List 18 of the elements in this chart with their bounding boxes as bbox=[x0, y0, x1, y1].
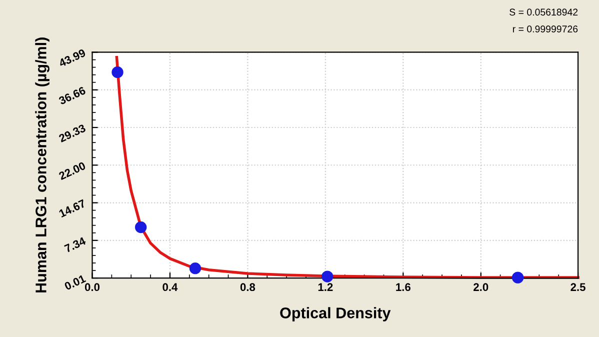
y-tick-label: 22.00 bbox=[58, 162, 86, 180]
x-tick-label: 2.5 bbox=[570, 283, 586, 292]
y-tick-label: 43.99 bbox=[58, 48, 86, 68]
y-tick-label: 7.34 bbox=[64, 236, 86, 253]
x-tick-label: 1.2 bbox=[318, 283, 333, 291]
text: r = 0.99999726 bbox=[513, 26, 578, 32]
x-tick-label: 0.0 bbox=[84, 283, 100, 292]
text: S = 0.05618942 bbox=[510, 8, 578, 16]
x-tick-label: 0.8 bbox=[240, 283, 256, 292]
y-tick-label: 0.01 bbox=[64, 274, 86, 290]
y-tick-label: 36.66 bbox=[58, 86, 86, 105]
y-tick-label: 29.33 bbox=[58, 124, 86, 142]
y-tick-label: 14.67 bbox=[58, 199, 86, 218]
x-tick-label: 1.6 bbox=[396, 283, 410, 292]
x-axis-title: Optical Density bbox=[280, 307, 391, 322]
x-tick-label: 0.4 bbox=[162, 283, 178, 292]
x-tick-label: 2.0 bbox=[474, 283, 488, 292]
y-axis-title: Human LRG1 concentration (µg/ml) bbox=[35, 38, 50, 292]
